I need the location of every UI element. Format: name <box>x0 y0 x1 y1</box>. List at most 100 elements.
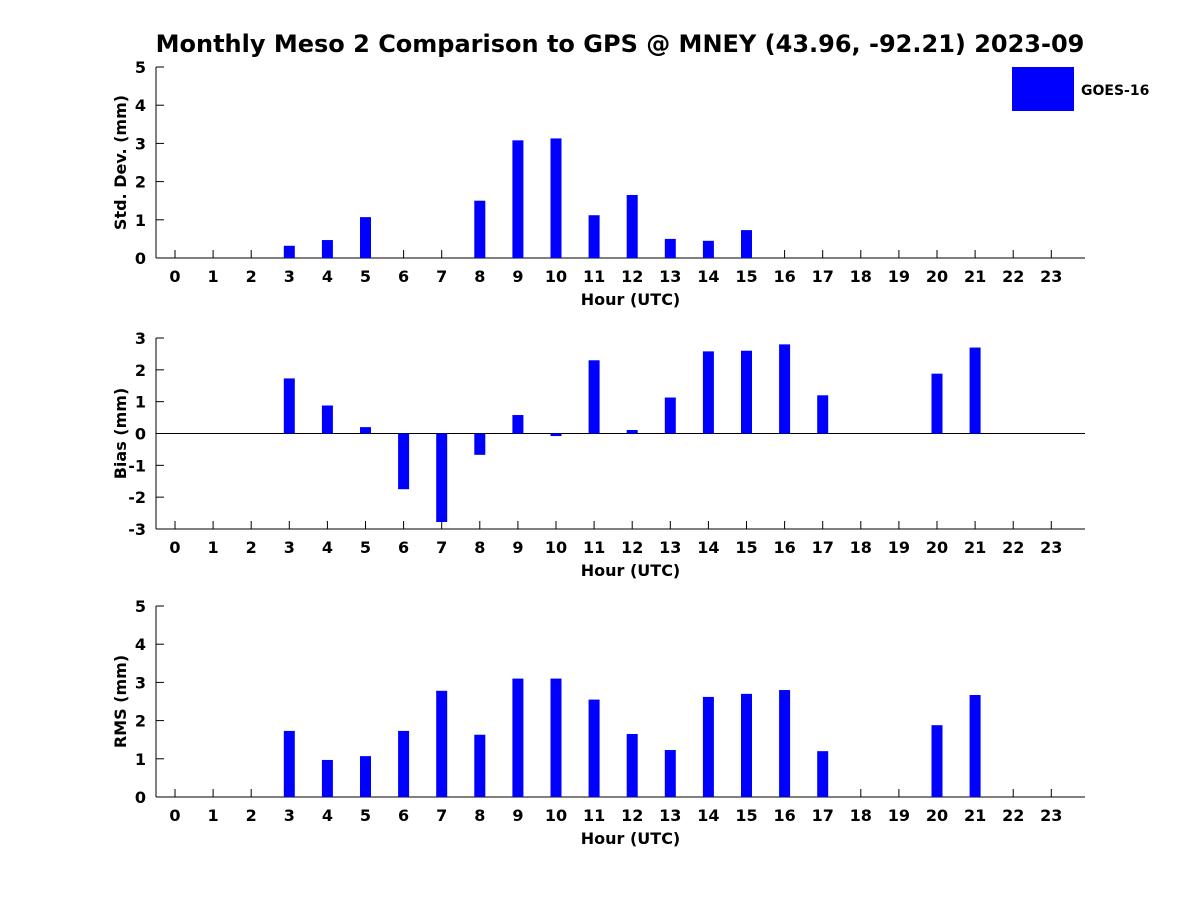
panel3-x-tick-label: 18 <box>850 806 872 825</box>
panel2-y-tick-label: 2 <box>135 361 146 380</box>
panel1-bar <box>702 240 714 258</box>
chart-title: Monthly Meso 2 Comparison to GPS @ MNEY … <box>155 30 1085 58</box>
panel2-bar <box>360 427 371 434</box>
panel2-x-tick-label: 20 <box>926 538 948 557</box>
panel2-bar <box>969 347 981 434</box>
panel2-y-tick-label: -3 <box>128 520 146 539</box>
panel3-x-tick-label: 3 <box>284 806 295 825</box>
panel3-x-tick-label: 23 <box>1040 806 1062 825</box>
panel2-x-tick-label: 14 <box>697 538 719 557</box>
legend-swatch <box>1012 67 1074 111</box>
panel3-x-tick-label: 10 <box>545 806 567 825</box>
panel2-y-tick-label: 1 <box>135 393 146 412</box>
panel1-x-tick-label: 5 <box>360 267 371 286</box>
panel3-y-tick-label: 0 <box>135 788 146 807</box>
panel1-y-tick-label: 5 <box>135 58 146 77</box>
panel1-x-tick-label: 14 <box>697 267 719 286</box>
panel3-x-tick-label: 13 <box>659 806 681 825</box>
panel1-x-tick-label: 21 <box>964 267 986 286</box>
panel2-x-tick-label: 6 <box>398 538 409 557</box>
panel3-x-tick-label: 7 <box>436 806 447 825</box>
panel3-bar <box>436 690 448 797</box>
panel3-bar <box>283 730 295 797</box>
panel1-x-tick-label: 11 <box>583 267 605 286</box>
panel3-bar <box>817 751 829 797</box>
panel2-x-tick-label: 3 <box>284 538 295 557</box>
panel2-bar <box>436 433 448 522</box>
panel3-x-tick-label: 8 <box>474 806 485 825</box>
panel1-x-tick-label: 19 <box>888 267 910 286</box>
panel2-x-tick-label: 2 <box>246 538 257 557</box>
panel1-x-tick-label: 1 <box>208 267 219 286</box>
panel1-x-tick-label: 22 <box>1002 267 1024 286</box>
panel1-bar <box>626 194 638 258</box>
panel1-x-tick-label: 4 <box>322 267 333 286</box>
panel3-x-tick-label: 21 <box>964 806 986 825</box>
panel3-bar <box>550 678 562 797</box>
panel3-y-tick-label: 5 <box>135 597 146 616</box>
panel1-x-tick-label: 0 <box>169 267 180 286</box>
panel2-bar <box>702 351 714 434</box>
panel1-bar <box>512 140 524 258</box>
panel2-x-tick-label: 23 <box>1040 538 1062 557</box>
panel3-bar <box>969 695 981 797</box>
panel2-bar <box>931 373 943 434</box>
panel2-bar <box>512 415 524 434</box>
panel1-x-tick-label: 3 <box>284 267 295 286</box>
panel2-bar <box>283 378 295 434</box>
panel1-x-tick-label: 13 <box>659 267 681 286</box>
panel1-bar <box>360 217 371 258</box>
panel1-y-tick-label: 1 <box>135 211 146 230</box>
panel3-bar <box>321 759 333 797</box>
panel3-x-tick-label: 5 <box>360 806 371 825</box>
panel3-bar <box>741 693 752 797</box>
panel3-y-tick-label: 4 <box>135 635 146 654</box>
panel2-x-tick-label: 22 <box>1002 538 1024 557</box>
panel3-x-tick-label: 9 <box>512 806 523 825</box>
panel2-y-tick-label: 3 <box>135 329 146 348</box>
panel3-bar <box>664 750 676 797</box>
panel2-x-tick-label: 9 <box>512 538 523 557</box>
panel1-x-tick-label: 7 <box>436 267 447 286</box>
panel3-x-tick-label: 1 <box>208 806 219 825</box>
panel2-x-tick-label: 10 <box>545 538 567 557</box>
panel3-x-tick-label: 12 <box>621 806 643 825</box>
panel1-y-tick-label: 2 <box>135 173 146 192</box>
panel3-bar <box>474 734 486 797</box>
panel1-x-tick-label: 23 <box>1040 267 1062 286</box>
panel2-x-tick-label: 11 <box>583 538 605 557</box>
panel2-x-tick-label: 8 <box>474 538 485 557</box>
panel3-bar <box>360 756 371 797</box>
panel3-y-tick-label: 3 <box>135 673 146 692</box>
panel1-x-tick-label: 9 <box>512 267 523 286</box>
panel2-x-tick-label: 13 <box>659 538 681 557</box>
panel3-y-tick-label: 1 <box>135 750 146 769</box>
panel1-x-axis-label: Hour (UTC) <box>581 290 681 309</box>
panel2-y-tick-label: 0 <box>135 425 146 444</box>
panel3-x-tick-label: 14 <box>697 806 719 825</box>
panel3-x-tick-label: 0 <box>169 806 180 825</box>
panel2-bar <box>321 405 333 434</box>
panel3-x-axis-label: Hour (UTC) <box>581 829 681 848</box>
panel2-bar <box>588 360 600 434</box>
legend-label: GOES-16 <box>1081 83 1149 99</box>
panel1-x-tick-label: 10 <box>545 267 567 286</box>
panel1-x-tick-label: 8 <box>474 267 485 286</box>
panel2-bar <box>550 433 562 437</box>
panel1-x-tick-label: 16 <box>773 267 795 286</box>
panel2-x-axis-label: Hour (UTC) <box>581 561 681 580</box>
panel1-x-tick-label: 2 <box>246 267 257 286</box>
panel3-x-tick-label: 20 <box>926 806 948 825</box>
panel3-x-tick-label: 22 <box>1002 806 1024 825</box>
panel3-x-tick-label: 15 <box>735 806 757 825</box>
panel1-y-tick-label: 4 <box>135 96 146 115</box>
panel1-bar <box>283 245 295 258</box>
panel1-x-tick-label: 17 <box>812 267 834 286</box>
panel1-y-axis-label: Std. Dev. (mm) <box>111 95 130 230</box>
panel3-y-axis-label: RMS (mm) <box>111 655 130 748</box>
panel1-x-tick-label: 20 <box>926 267 948 286</box>
panel2-x-tick-label: 4 <box>322 538 333 557</box>
panel3-x-tick-label: 4 <box>322 806 333 825</box>
panel2-x-tick-label: 18 <box>850 538 872 557</box>
panel2-bar <box>664 397 676 434</box>
